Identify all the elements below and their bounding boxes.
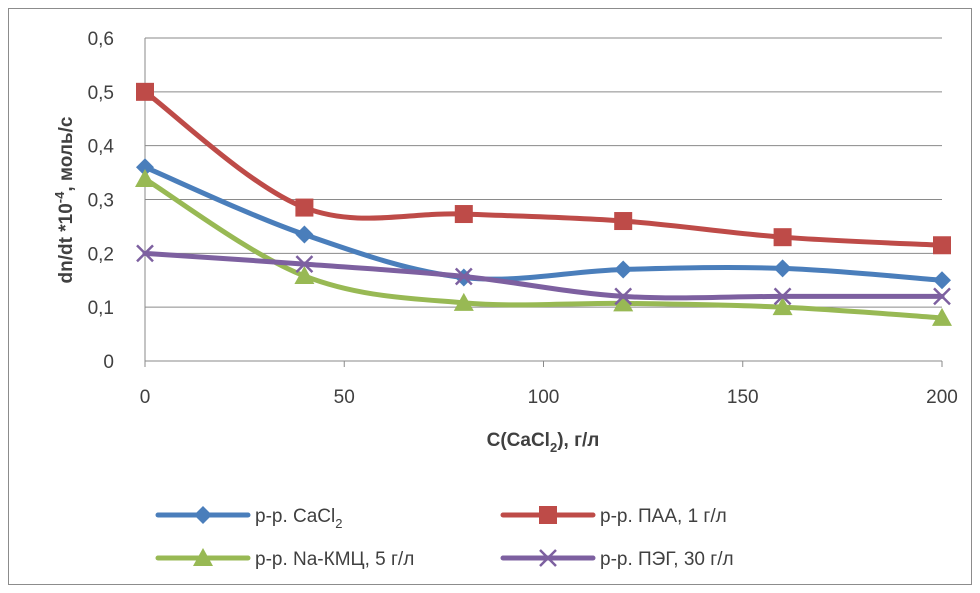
data-point (295, 225, 314, 244)
x-tick-label: 50 (334, 387, 355, 408)
x-axis-title: C(CaCl2), г/л (487, 430, 600, 455)
y-tick-label: 0,4 (88, 137, 115, 158)
data-point (773, 287, 792, 306)
data-point (135, 169, 155, 188)
data-point (614, 212, 633, 231)
legend-marker (539, 549, 557, 567)
legend-label: р-р. CaCl2 (255, 506, 342, 531)
y-tick-label: 0,2 (88, 244, 114, 265)
legend-label: р-р. ПЭГ, 30 г/л (600, 549, 734, 570)
x-tick-label: 100 (528, 387, 560, 408)
data-point (613, 293, 634, 312)
legend-label: р-р. Na-КМЦ, 5 г/л (255, 549, 414, 570)
data-point (933, 236, 951, 255)
data-point (933, 287, 951, 306)
data-point (136, 82, 154, 101)
y-tick-label: 0,3 (88, 191, 114, 212)
legend-marker (193, 548, 213, 566)
data-point (453, 292, 474, 311)
y-tick-label: 0,6 (88, 29, 114, 50)
data-point (773, 228, 792, 247)
y-tick-label: 0,5 (88, 83, 114, 104)
data-point (295, 198, 314, 217)
legend-label: р-р. ПАА, 1 г/л (600, 506, 727, 527)
data-point (454, 205, 473, 224)
data-point (136, 244, 154, 263)
data-point (773, 259, 792, 278)
y-tick-label: 0 (103, 352, 114, 373)
x-tick-label: 0 (140, 387, 151, 408)
legend-marker (194, 506, 212, 524)
data-point (136, 158, 154, 177)
data-point (933, 271, 951, 290)
series-line-1 (142, 164, 945, 283)
data-point (295, 255, 314, 273)
x-tick-label: 200 (926, 387, 958, 408)
series-line-4 (142, 250, 945, 301)
data-point (294, 265, 315, 284)
x-tick-label: 150 (727, 387, 759, 408)
y-axis-title: dn/dt *10-4, моль/с (52, 116, 77, 283)
series-line-2 (142, 89, 945, 248)
data-point (614, 287, 633, 306)
data-point (932, 307, 952, 326)
legend-marker (539, 506, 557, 524)
data-point (614, 260, 633, 279)
data-point (772, 297, 793, 316)
y-tick-label: 0,1 (88, 298, 114, 319)
data-point (454, 267, 473, 286)
